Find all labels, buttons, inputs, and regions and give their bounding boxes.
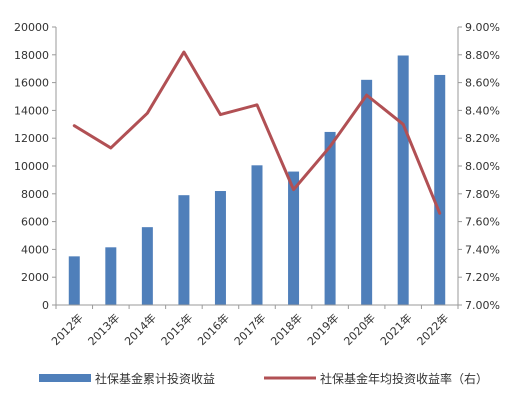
right-tick-label: 8.00% bbox=[465, 160, 500, 173]
left-tick-label: 20000 bbox=[14, 21, 49, 34]
bar-3 bbox=[178, 195, 190, 305]
bar-8 bbox=[361, 79, 373, 305]
x-tick-label: 2018年 bbox=[268, 311, 305, 348]
left-tick-label: 16000 bbox=[14, 77, 49, 90]
left-tick-label: 4000 bbox=[21, 243, 49, 256]
legend-bar-swatch bbox=[39, 374, 91, 382]
right-tick-label: 7.80% bbox=[465, 188, 500, 201]
right-tick-label: 8.40% bbox=[465, 104, 500, 117]
left-tick-label: 0 bbox=[42, 299, 49, 312]
bar-7 bbox=[324, 131, 336, 305]
bar-6 bbox=[288, 171, 300, 305]
bar-2 bbox=[141, 227, 153, 305]
right-tick-label: 7.40% bbox=[465, 243, 500, 256]
axes-layer bbox=[52, 26, 462, 309]
x-tick-label: 2015年 bbox=[158, 311, 195, 348]
left-tick-label: 8000 bbox=[21, 188, 49, 201]
x-tick-label: 2017年 bbox=[231, 311, 268, 348]
right-tick-label: 7.20% bbox=[465, 271, 500, 284]
x-tick-label: 2013年 bbox=[85, 311, 122, 348]
right-tick-label: 8.60% bbox=[465, 77, 500, 90]
left-tick-label: 10000 bbox=[14, 160, 49, 173]
bar-1 bbox=[105, 247, 117, 305]
left-tick-label: 2000 bbox=[21, 271, 49, 284]
left-tick-label: 6000 bbox=[21, 216, 49, 229]
x-tick-label: 2022年 bbox=[414, 311, 451, 348]
left-tick-label: 14000 bbox=[14, 104, 49, 117]
right-tick-label: 7.00% bbox=[465, 299, 500, 312]
left-tick-label: 12000 bbox=[14, 132, 49, 145]
x-tick-label: 2016年 bbox=[195, 311, 232, 348]
x-tick-label: 2020年 bbox=[341, 311, 378, 348]
bar-4 bbox=[214, 191, 226, 305]
x-tick-label: 2021年 bbox=[377, 311, 414, 348]
left-tick-label: 18000 bbox=[14, 49, 49, 62]
legend: 社保基金累计投资收益 社保基金年均投资收益率（右） bbox=[39, 371, 488, 386]
x-tick-label: 2012年 bbox=[48, 311, 85, 348]
x-tick-label: 2019年 bbox=[304, 311, 341, 348]
bar-10 bbox=[434, 74, 446, 305]
line-layer bbox=[72, 50, 442, 215]
bar-0 bbox=[68, 256, 80, 305]
return-rate-line bbox=[72, 50, 442, 215]
right-tick-label: 8.20% bbox=[465, 132, 500, 145]
bars-layer bbox=[68, 55, 446, 305]
right-tick-label: 8.80% bbox=[465, 49, 500, 62]
bar-9 bbox=[397, 55, 409, 305]
x-tick-label: 2014年 bbox=[121, 311, 158, 348]
bar-5 bbox=[251, 165, 263, 305]
right-tick-label: 7.60% bbox=[465, 216, 500, 229]
right-tick-label: 9.00% bbox=[465, 21, 500, 34]
legend-line-label: 社保基金年均投资收益率（右） bbox=[320, 371, 488, 386]
legend-bar-label: 社保基金累计投资收益 bbox=[95, 371, 215, 386]
